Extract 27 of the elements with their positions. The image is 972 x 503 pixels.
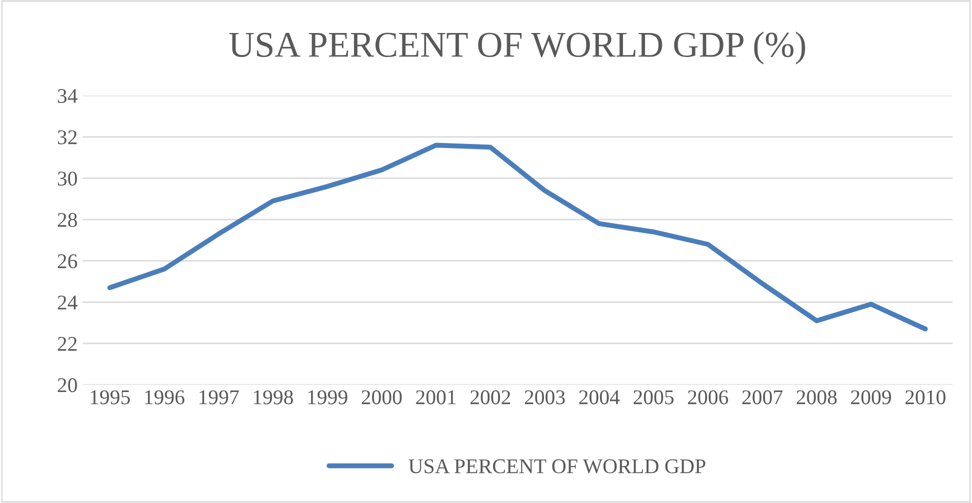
y-tick-label: 28 bbox=[58, 212, 77, 227]
x-tick-label: 2010 bbox=[905, 390, 946, 404]
x-tick-label: 2007 bbox=[742, 390, 782, 404]
x-tick-label: 2002 bbox=[470, 390, 510, 404]
chart-title: USA PERCENT OF WORLD GDP (%) bbox=[229, 32, 806, 64]
y-tick-label: 30 bbox=[58, 172, 77, 186]
x-tick-label: 1996 bbox=[145, 390, 184, 404]
y-tick-label: 34 bbox=[58, 89, 78, 104]
legend-label: USA PERCENT OF WORLD GDP bbox=[408, 459, 706, 474]
y-tick-label: 26 bbox=[58, 254, 78, 268]
y-tick-label: 24 bbox=[58, 296, 78, 310]
x-tick-label: 2000 bbox=[362, 390, 402, 404]
y-tick-label: 32 bbox=[58, 130, 77, 144]
x-tick-label: 1998 bbox=[254, 390, 293, 404]
x-tick-label: 2009 bbox=[851, 390, 891, 404]
x-tick-label: 2006 bbox=[688, 390, 728, 404]
x-tick-label: 1999 bbox=[308, 390, 348, 404]
x-tick-label: 1995 bbox=[90, 390, 130, 404]
line-series bbox=[107, 142, 928, 332]
x-tick-label: 2004 bbox=[579, 390, 620, 404]
x-tick-label: 1997 bbox=[200, 390, 239, 404]
x-tick-label: 2003 bbox=[524, 390, 565, 404]
x-tick-label: 2005 bbox=[634, 390, 674, 404]
y-tick-label: 20 bbox=[58, 378, 77, 392]
x-tick-label: 2008 bbox=[796, 390, 837, 404]
y-tick-label: 22 bbox=[58, 336, 77, 351]
x-tick-label: 2001 bbox=[416, 390, 456, 404]
